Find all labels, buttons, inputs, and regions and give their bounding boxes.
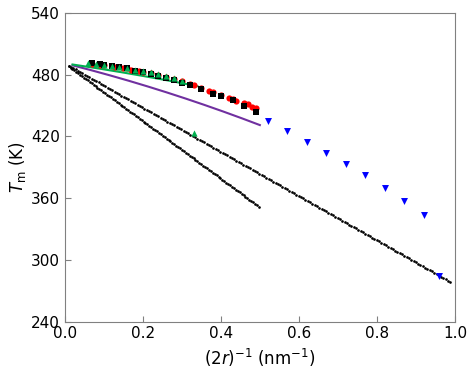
Point [252,109,260,115]
Point [170,77,178,83]
Point [108,64,115,70]
Point [123,65,131,71]
X-axis label: $(2r)^{-1}$ (nm$^{-1}$): $(2r)^{-1}$ (nm$^{-1}$) [204,347,316,369]
Point [163,73,170,79]
Point [100,62,108,68]
Point [119,65,127,71]
Point [229,97,237,103]
Point [225,95,232,101]
Point [139,68,146,74]
Point [209,89,217,95]
Point [88,61,96,67]
Point [123,65,131,71]
Point [147,71,155,77]
Point [401,198,408,204]
Point [155,73,162,79]
Point [209,91,217,97]
Point [170,76,178,82]
Point [264,118,272,124]
Point [108,64,115,70]
Point [233,99,240,105]
Point [147,68,155,74]
Point [155,72,162,78]
Point [186,81,193,87]
Point [127,67,135,73]
Point [100,62,108,68]
Point [112,64,119,70]
Point [131,67,139,73]
Point [163,75,170,81]
Point [198,86,205,92]
Point [362,173,369,179]
Point [100,62,108,68]
Point [245,102,252,108]
Point [139,68,146,74]
Point [217,92,225,98]
Point [342,161,349,167]
Point [139,68,146,74]
Point [147,70,155,76]
Point [198,85,205,91]
Point [155,71,162,77]
Point [248,103,256,109]
Point [96,61,104,67]
Y-axis label: $T_{\mathrm{m}}$ (K): $T_{\mathrm{m}}$ (K) [7,141,28,193]
Point [252,105,260,111]
Point [240,103,248,109]
Point [163,74,170,80]
Point [190,82,197,88]
Point [283,128,291,134]
Point [88,60,96,66]
Point [240,100,248,106]
Point [92,61,100,67]
Point [303,138,310,144]
Point [96,62,104,68]
Point [123,65,131,71]
Point [229,96,237,102]
Point [186,82,193,88]
Point [178,78,186,84]
Point [436,273,443,279]
Point [135,68,143,74]
Point [420,212,428,218]
Point [381,185,389,191]
Point [116,64,123,70]
Point [108,64,115,70]
Point [322,150,330,156]
Point [84,60,92,66]
Point [217,93,225,99]
Point [205,88,213,94]
Point [190,130,197,136]
Point [170,75,178,81]
Point [178,78,186,84]
Point [131,68,139,74]
Point [178,80,186,86]
Point [116,64,123,70]
